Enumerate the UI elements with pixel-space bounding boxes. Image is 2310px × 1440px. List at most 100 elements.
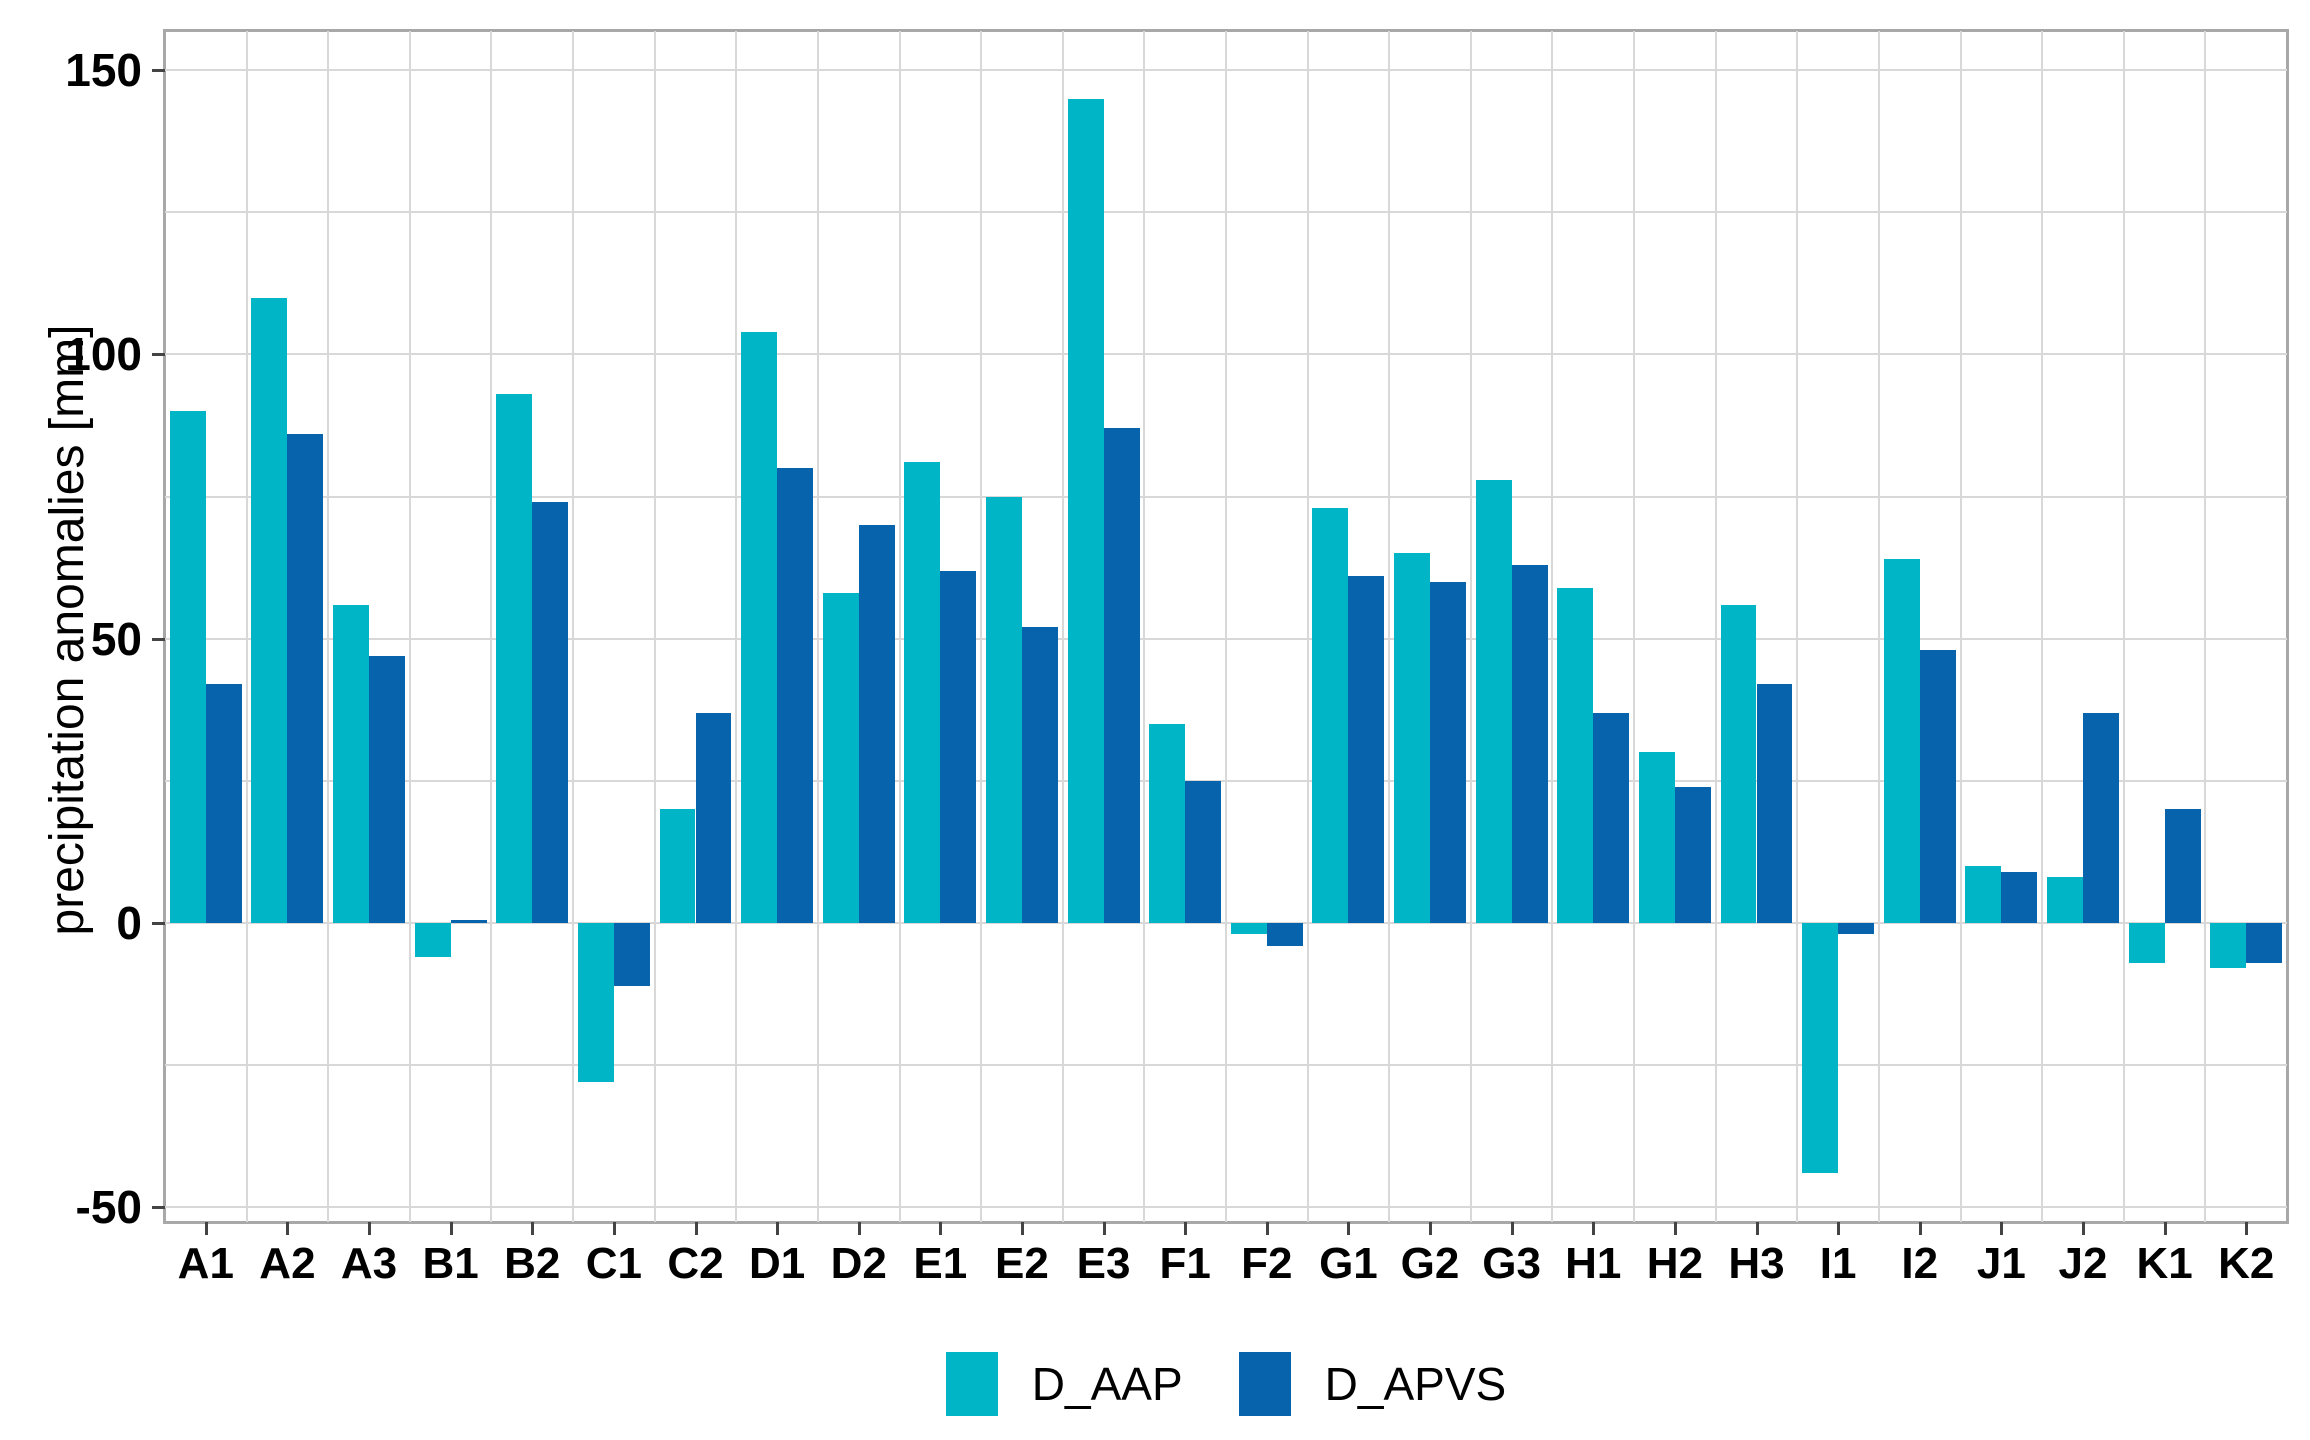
- bar-d_aap-d2: [822, 593, 859, 923]
- bar-d_apvs-g3: [1511, 564, 1548, 923]
- x-tick-mark: [1673, 1222, 1677, 1235]
- bar-d_aap-c2: [659, 809, 696, 923]
- v-gridline: [1959, 31, 1962, 1222]
- x-tick-mark: [368, 1222, 372, 1235]
- legend-item-d-apvs: D_APVS: [1238, 1352, 1506, 1416]
- bar-d_aap-e2: [985, 496, 1022, 923]
- chart-panel: [163, 29, 2289, 1224]
- x-tick-mark: [612, 1222, 616, 1235]
- x-tick-label-c1: C1: [585, 1239, 642, 1288]
- x-tick-mark: [1429, 1222, 1433, 1235]
- bar-d_apvs-e3: [1103, 428, 1140, 923]
- bar-d_apvs-f2: [1266, 922, 1303, 946]
- x-tick-mark: [694, 1222, 698, 1235]
- v-gridline: [572, 31, 575, 1222]
- x-tick-label-f1: F1: [1159, 1239, 1211, 1288]
- bar-d_apvs-g2: [1430, 581, 1467, 923]
- bar-d_aap-k2: [2210, 922, 2247, 969]
- bar-d_apvs-h1: [1593, 712, 1630, 923]
- bar-d_aap-h3: [1720, 604, 1757, 923]
- bar-d_apvs-j1: [2001, 871, 2038, 923]
- bar-d_apvs-k2: [2246, 922, 2283, 963]
- bar-d_aap-f2: [1230, 922, 1267, 935]
- bar-d_aap-b2: [496, 394, 533, 923]
- bar-d_apvs-c1: [613, 922, 650, 986]
- x-tick-mark: [776, 1222, 780, 1235]
- bar-d_aap-g3: [1475, 479, 1512, 923]
- v-gridline: [1061, 31, 1064, 1222]
- v-gridline: [1551, 31, 1554, 1222]
- x-tick-mark: [2163, 1222, 2167, 1235]
- bar-d_apvs-a2: [287, 434, 324, 923]
- v-gridline: [898, 31, 901, 1222]
- v-gridline: [1877, 31, 1880, 1222]
- legend-label-d-aap: D_AAP: [1031, 1358, 1183, 1410]
- bar-d_apvs-h3: [1756, 684, 1793, 923]
- x-tick-mark: [1592, 1222, 1596, 1235]
- bar-d_apvs-d1: [777, 468, 814, 923]
- y-tick-label: 50: [90, 612, 142, 665]
- x-tick-label-f2: F2: [1241, 1239, 1293, 1288]
- bar-d_aap-k1: [2128, 922, 2165, 963]
- v-gridline: [408, 31, 411, 1222]
- v-gridline: [245, 31, 248, 1222]
- v-gridline: [2041, 31, 2044, 1222]
- bar-d_aap-f1: [1149, 723, 1186, 923]
- v-gridline: [2204, 31, 2207, 1222]
- v-gridline: [1143, 31, 1146, 1222]
- bar-d_apvs-i1: [1838, 922, 1875, 935]
- x-tick-label-a3: A3: [340, 1239, 398, 1288]
- x-tick-label-h1: H1: [1565, 1239, 1622, 1288]
- x-tick-label-g2: G2: [1400, 1239, 1460, 1288]
- v-gridline: [490, 31, 493, 1222]
- bar-d_aap-h2: [1638, 752, 1675, 923]
- legend-swatch-d-apvs-icon: [1238, 1352, 1291, 1416]
- bar-d_apvs-g1: [1348, 576, 1385, 923]
- y-tick-label: -50: [75, 1181, 142, 1234]
- bar-d_apvs-e1: [940, 570, 977, 923]
- legend-item-d-aap: D_AAP: [945, 1352, 1183, 1416]
- x-tick-mark: [449, 1222, 453, 1235]
- v-gridline: [980, 31, 983, 1222]
- bar-d_apvs-h2: [1674, 786, 1711, 923]
- x-tick-mark: [286, 1222, 290, 1235]
- v-gridline: [1388, 31, 1391, 1222]
- bar-d_apvs-c2: [695, 712, 732, 923]
- v-gridline: [1225, 31, 1227, 1222]
- v-gridline: [816, 31, 819, 1222]
- y-tick-label: 150: [65, 44, 142, 97]
- legend-swatch-d-aap-icon: [945, 1352, 998, 1416]
- bar-d_aap-e1: [904, 462, 941, 923]
- x-tick-label-h3: H3: [1728, 1239, 1785, 1288]
- bar-d_aap-d1: [741, 331, 778, 923]
- x-tick-label-h2: H2: [1646, 1239, 1703, 1288]
- x-tick-label-e3: E3: [1076, 1239, 1131, 1288]
- x-tick-mark: [1020, 1222, 1024, 1235]
- v-gridline: [1796, 31, 1799, 1222]
- x-tick-label-c2: C2: [667, 1239, 724, 1288]
- bar-d_apvs-a1: [205, 684, 242, 923]
- x-tick-label-k2: K2: [2218, 1239, 2275, 1288]
- x-tick-mark: [1184, 1222, 1188, 1235]
- bar-d_aap-b1: [414, 922, 451, 958]
- bar-d_aap-c1: [577, 922, 614, 1083]
- x-tick-mark: [1755, 1222, 1759, 1235]
- y-tick-mark: [152, 353, 165, 357]
- bar-d_aap-i1: [1802, 922, 1839, 1174]
- v-gridline: [1306, 31, 1309, 1222]
- bar-d_aap-a3: [333, 604, 370, 923]
- x-tick-label-d1: D1: [748, 1239, 806, 1288]
- x-tick-mark: [2000, 1222, 2004, 1235]
- x-tick-label-i1: I1: [1819, 1239, 1857, 1288]
- x-tick-label-j1: J1: [1976, 1239, 2026, 1288]
- x-tick-mark: [1347, 1222, 1351, 1235]
- bar-d_aap-g2: [1394, 553, 1431, 923]
- x-tick-mark: [531, 1222, 535, 1235]
- x-tick-label-k1: K1: [2136, 1239, 2193, 1288]
- v-gridline: [2122, 31, 2125, 1222]
- bar-d_aap-a2: [251, 297, 288, 923]
- x-tick-label-a2: A2: [259, 1239, 316, 1288]
- bar-d_apvs-b1: [450, 920, 487, 923]
- bar-d_apvs-e2: [1021, 627, 1058, 923]
